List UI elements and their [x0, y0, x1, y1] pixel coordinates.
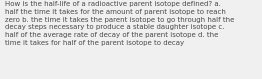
Text: How is the half-life of a radioactive parent isotope defined? a.
half the time i: How is the half-life of a radioactive pa… [5, 1, 234, 46]
